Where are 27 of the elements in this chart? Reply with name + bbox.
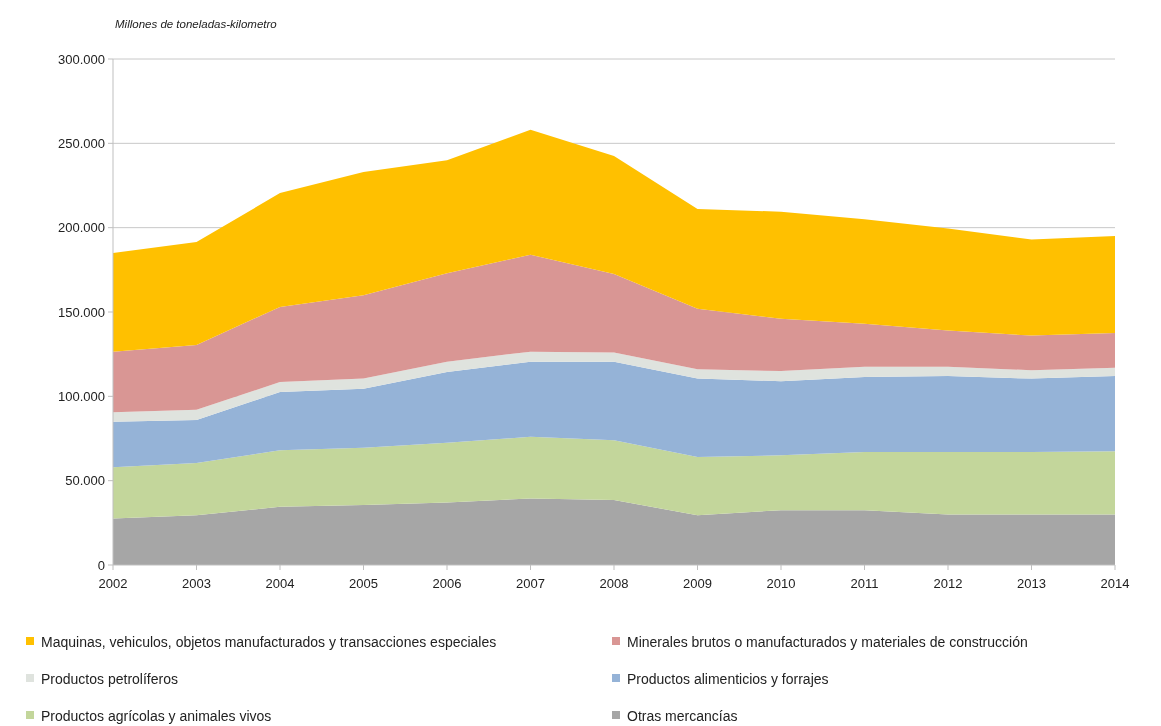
x-tick-label: 2009 [683, 576, 712, 591]
x-tick-label: 2004 [265, 576, 295, 591]
legend-label: Maquinas, vehiculos, objetos manufacturados y transacciones especiales [41, 633, 497, 650]
x-tick-label: 2007 [516, 576, 545, 591]
x-tick-label: 2010 [766, 576, 796, 591]
y-tick-label: 50.000 [65, 473, 105, 489]
x-tick-label: 2002 [98, 576, 128, 591]
x-tick-label: 2012 [933, 576, 963, 591]
y-tick-label: 300.000 [58, 51, 105, 67]
y-axis-title: Millones de toneladas-kilometro [115, 18, 278, 30]
x-tick-label: 2006 [432, 576, 462, 591]
legend-label: Otras mercancías [627, 707, 738, 724]
legend-label: Productos petrolíferos [41, 670, 178, 687]
y-tick-label: 100.000 [58, 388, 105, 404]
x-tick-label: 2013 [1017, 576, 1046, 591]
y-tick-label: 0 [97, 557, 105, 573]
legend-label: Productos alimenticios y forrajes [627, 670, 829, 687]
legend-label: Minerales brutos o manufacturados y materiales de construcción [627, 633, 1028, 650]
y-tick-label: 200.000 [58, 220, 105, 236]
legend-label: Productos agrícolas y animales vivos [41, 707, 272, 724]
x-tick-label: 2005 [349, 576, 378, 591]
x-tick-label: 2011 [850, 576, 879, 591]
x-tick-label: 2003 [182, 576, 211, 591]
y-tick-label: 150.000 [58, 304, 105, 320]
x-tick-label: 2014 [1100, 576, 1130, 591]
x-tick-label: 2008 [599, 576, 629, 591]
y-tick-label: 250.000 [58, 135, 105, 151]
